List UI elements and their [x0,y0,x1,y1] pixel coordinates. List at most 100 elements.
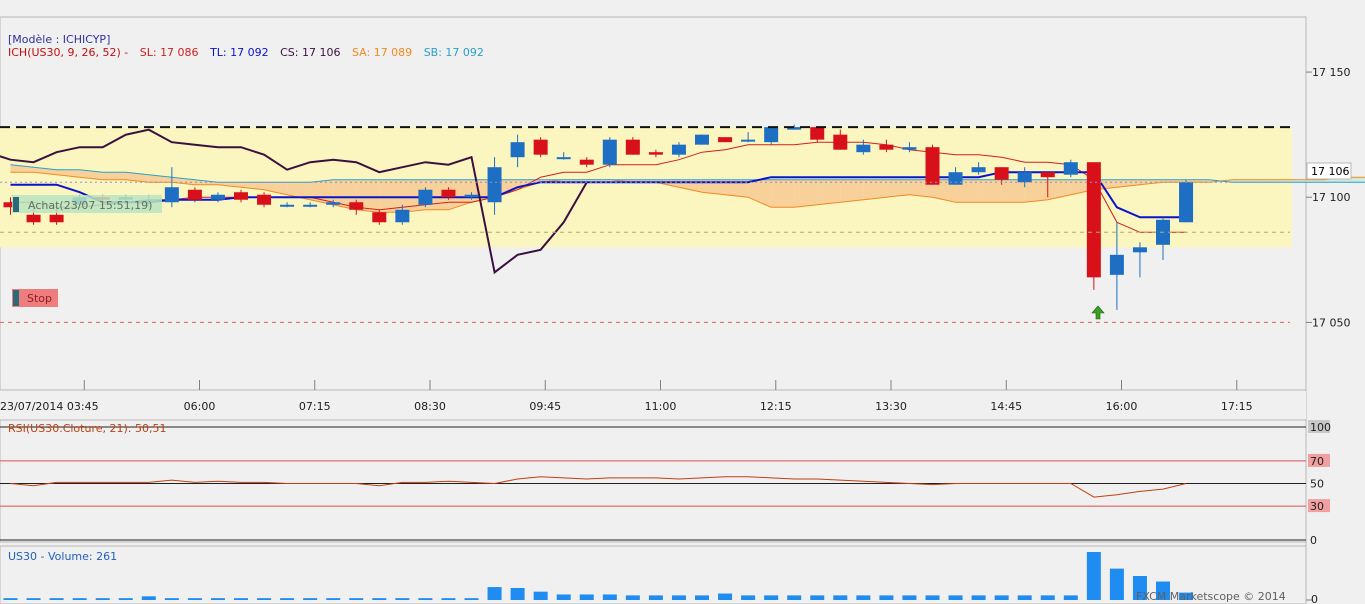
candle-body [948,172,963,185]
candle-body [695,134,709,145]
volume-bar [210,598,225,600]
volume-series: 0 [3,552,1318,604]
cloud-segment [1232,179,1256,183]
stop-label: Stop [27,292,52,305]
candle-body [879,144,894,150]
volume-bar [72,598,87,600]
cloud-segment [1301,179,1325,183]
price-levels [0,126,1290,323]
stop-flag-icon [13,290,19,306]
rsi-tick-badge [1308,533,1330,546]
senkou-a-line [10,171,1365,213]
cloud-segment [863,179,887,200]
candle-body [764,127,779,143]
cloud-segment [264,182,288,195]
candle-body [441,189,456,198]
cloud-segment [1186,179,1210,183]
candle-body [833,134,848,150]
ichimoku-legend: ICH(US30, 9, 26, 52) - SL: 17 086 TL: 17… [8,46,484,59]
candle-body [856,144,871,153]
cloud-segment [702,179,726,195]
volume-bar [1109,568,1124,600]
x-tick-label: 06:00 [184,400,216,413]
volume-bar [671,595,686,600]
volume-bar [695,595,709,600]
candle-body [187,189,202,200]
cloud-segment [978,179,1002,203]
candles [3,124,1194,310]
candle-body [372,212,387,223]
volume-bar [26,598,41,600]
rsi-tick-label: 30 [1310,500,1324,513]
candle-body [1017,172,1032,183]
stop-tag[interactable] [12,289,58,307]
volume-bar [1086,552,1101,600]
volume-bar [372,598,387,600]
cloud-segment [1001,179,1025,203]
volume-bar [464,598,479,600]
cloud-segment [725,179,749,198]
cloud-segment [79,169,103,180]
kijun-line [10,171,1186,219]
volume-bar [902,595,917,600]
sa-value: SA: 17 089 [352,46,412,59]
cloud-segment [794,179,818,208]
candle-body [164,187,179,203]
volume-bar [487,587,502,600]
volume-bar [280,598,295,600]
volume-bar [118,598,133,600]
candle-body [1132,247,1147,253]
achat-flag-icon [13,197,19,212]
volume-bar [579,594,594,600]
volume-bar [1132,576,1147,600]
volume-bar [764,595,779,600]
rsi-panel[interactable] [0,419,1307,543]
x-tick-label: 07:15 [299,400,331,413]
sb-value: SB: 17 092 [424,46,484,59]
candle-body [1063,162,1078,175]
volume-bar [95,598,110,600]
volume-bar [787,595,802,600]
cloud-segment [1278,179,1302,183]
cloud-segment [748,179,772,208]
y-tick-label: 17 050 [1312,316,1351,329]
x-tick-label: 12:15 [760,400,792,413]
candle-body [902,147,917,150]
rsi-tick-badge [1308,499,1330,513]
rsi-tick-label: 50 [1310,478,1324,491]
rsi-tick-label: 0 [1310,534,1317,547]
volume-bar [879,595,894,600]
senkou-b-line [10,164,1365,183]
achat-label: Achat(23/07 15:51,19) [28,199,152,212]
volume-bar [1017,595,1032,600]
cloud-segment [817,179,841,205]
volume-bar [833,595,848,600]
cloud-segment [840,179,864,203]
volume-bar [1040,595,1055,600]
volume-bar [533,591,548,600]
volume-bar [1063,595,1078,600]
indicator-lines [0,128,1365,275]
candle-body [971,167,986,173]
x-tick-label: 16:00 [1106,400,1138,413]
candle-body [395,209,410,223]
volume-bar [303,598,318,600]
volume-bar [948,595,963,600]
cloud-segment [932,179,956,203]
chikou-line [0,128,588,275]
candle-body [741,139,756,142]
buy-arrow-icon [1091,305,1105,320]
achat-tag[interactable] [12,195,162,213]
cloud-segment [1347,177,1365,183]
cloud-segment [379,179,403,213]
volume-bar [810,595,825,600]
candle-body [718,137,733,143]
current-price-label: 17 106 [1311,165,1350,178]
watermark: FXCM Marketscope © 2014 [1136,590,1286,603]
volume-label: US30 - Volume: 261 [8,550,117,563]
candle-body [49,214,64,223]
rsi-tick-label: 70 [1310,455,1324,468]
x-tick-label: 11:00 [645,400,677,413]
x-tick-label: 17:15 [1221,400,1253,413]
